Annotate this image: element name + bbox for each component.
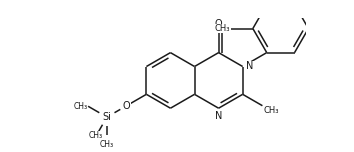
Text: N: N: [215, 111, 222, 121]
Text: CH₃: CH₃: [100, 140, 114, 149]
Text: CH₃: CH₃: [215, 24, 230, 33]
Text: CH₃: CH₃: [73, 102, 87, 111]
Text: O: O: [215, 19, 222, 29]
Text: N: N: [246, 61, 253, 71]
Text: CH₃: CH₃: [89, 131, 103, 140]
Text: O: O: [123, 101, 131, 111]
Text: Si: Si: [102, 112, 112, 122]
Text: CH₃: CH₃: [263, 106, 279, 115]
